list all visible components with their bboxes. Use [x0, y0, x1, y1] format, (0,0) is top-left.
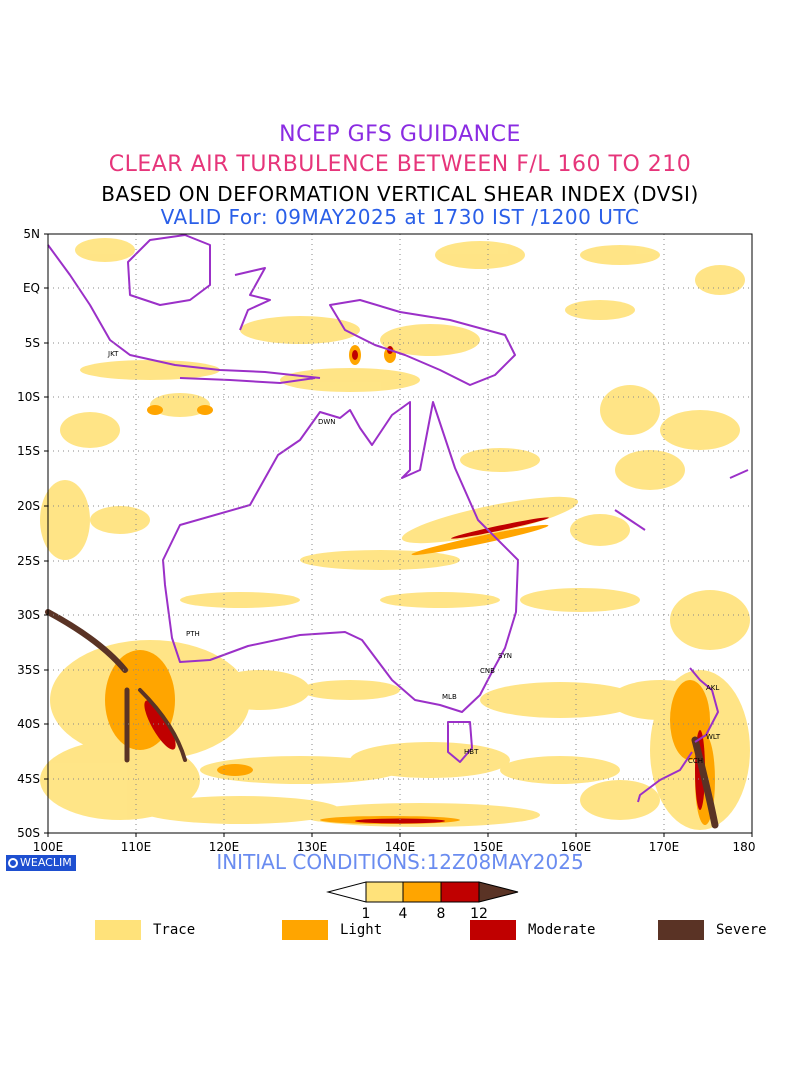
severe-areas [45, 609, 719, 829]
city-label-hbt: HBT [464, 748, 479, 756]
title-method: BASED ON DEFORMATION VERTICAL SHEAR INDE… [101, 182, 699, 206]
city-label-wlt: WLT [706, 733, 721, 741]
lon-label: 100E [33, 840, 64, 854]
colorbar-low-arrow [326, 881, 367, 903]
lon-label: 180 [733, 840, 756, 854]
legend-swatch [95, 920, 141, 940]
axis-ticks [44, 233, 753, 837]
lon-label: 140E [385, 840, 416, 854]
legend: Trace Light Moderate Severe [0, 920, 800, 944]
lon-label: 130E [297, 840, 328, 854]
city-label-cnb: CNB [480, 667, 495, 675]
turbulence-fields [40, 238, 750, 830]
lon-label: 160E [561, 840, 592, 854]
fiji-coast [729, 469, 749, 479]
lat-label: 30S [17, 608, 40, 622]
lon-label: 150E [473, 840, 504, 854]
colorbar [326, 881, 519, 903]
city-label-syn: SYN [498, 652, 512, 660]
city-label-pth: PTH [186, 630, 200, 638]
copyright-icon [8, 858, 18, 868]
weaclim-badge-text: WEACLIM [20, 856, 72, 869]
legend-label: Moderate [528, 922, 596, 938]
colorbar-tick: 8 [437, 906, 446, 922]
new-guinea-coast [329, 299, 516, 386]
coastlines [47, 234, 749, 803]
city-label-jkt: JKT [107, 350, 119, 358]
city-labels: JKT DWN PTH SYN CNB MLB HBT AKL WLT CCH [107, 350, 721, 765]
colorbar-severe-arrow [478, 881, 519, 903]
city-label-dwn: DWN [318, 418, 336, 426]
lat-label: 40S [17, 717, 40, 731]
initial-conditions: INITIAL CONDITIONS:12Z08MAY2025 [216, 850, 584, 874]
sulawesi-coast [234, 267, 271, 331]
lat-label: 15S [17, 444, 40, 458]
colorbar-ticks: 1 4 8 12 [362, 906, 488, 922]
legend-swatch [470, 920, 516, 940]
title-valid-time: VALID For: 09MAY2025 at 1730 IST /1200 U… [160, 205, 640, 229]
colorbar-tick: 12 [470, 906, 488, 922]
legend-item-severe: Severe [658, 920, 767, 940]
lat-label: 5N [23, 227, 40, 241]
lon-label: 120E [209, 840, 240, 854]
new-zealand-north-coast [689, 667, 719, 743]
lat-label: 5S [25, 336, 40, 350]
lon-label: 110E [121, 840, 152, 854]
new-zealand-south-coast [637, 751, 693, 803]
colorbar-tick: 4 [399, 906, 408, 922]
colorbar-moderate-bin [440, 881, 480, 903]
lat-label: 10S [17, 390, 40, 404]
lon-label: 170E [649, 840, 680, 854]
borneo-coast [127, 234, 211, 306]
weaclim-badge: WEACLIM [6, 855, 76, 871]
trace-areas [40, 238, 750, 830]
sumatra-java-coast [47, 244, 321, 379]
lat-label: EQ [23, 281, 40, 295]
lat-label: 20S [17, 499, 40, 513]
colorbar-tick: 1 [362, 906, 371, 922]
lat-label: 50S [17, 826, 40, 840]
legend-label: Light [340, 922, 383, 938]
legend-swatch [658, 920, 704, 940]
title-parameter: CLEAR AIR TURBULENCE BETWEEN F/L 160 TO … [108, 152, 692, 177]
legend-item-trace: Trace [95, 920, 195, 940]
title-product: NCEP GFS GUIDANCE [279, 122, 521, 147]
australia-coast [162, 401, 519, 713]
tasmania-coast [447, 721, 473, 763]
legend-item-moderate: Moderate [470, 920, 595, 940]
city-label-mlb: MLB [442, 693, 457, 701]
new-caledonia-coast [614, 509, 646, 531]
latitude-labels: 5N EQ 5S 10S 15S 20S 25S 30S 35S 40S 45S… [17, 227, 40, 840]
legend-swatch [282, 920, 328, 940]
lat-label: 45S [17, 772, 40, 786]
legend-item-light: Light [282, 920, 382, 940]
timor-coast [179, 377, 316, 384]
city-label-cch: CCH [688, 757, 703, 765]
city-label-akl: AKL [706, 684, 719, 692]
colorbar-trace-bin [365, 881, 404, 903]
longitude-labels: 100E 110E 120E 130E 140E 150E 160E 170E … [33, 840, 756, 854]
lat-label: 25S [17, 554, 40, 568]
legend-label: Severe [716, 922, 767, 938]
legend-label: Trace [153, 922, 196, 938]
lat-label: 35S [17, 663, 40, 677]
colorbar-light-bin [402, 881, 442, 903]
